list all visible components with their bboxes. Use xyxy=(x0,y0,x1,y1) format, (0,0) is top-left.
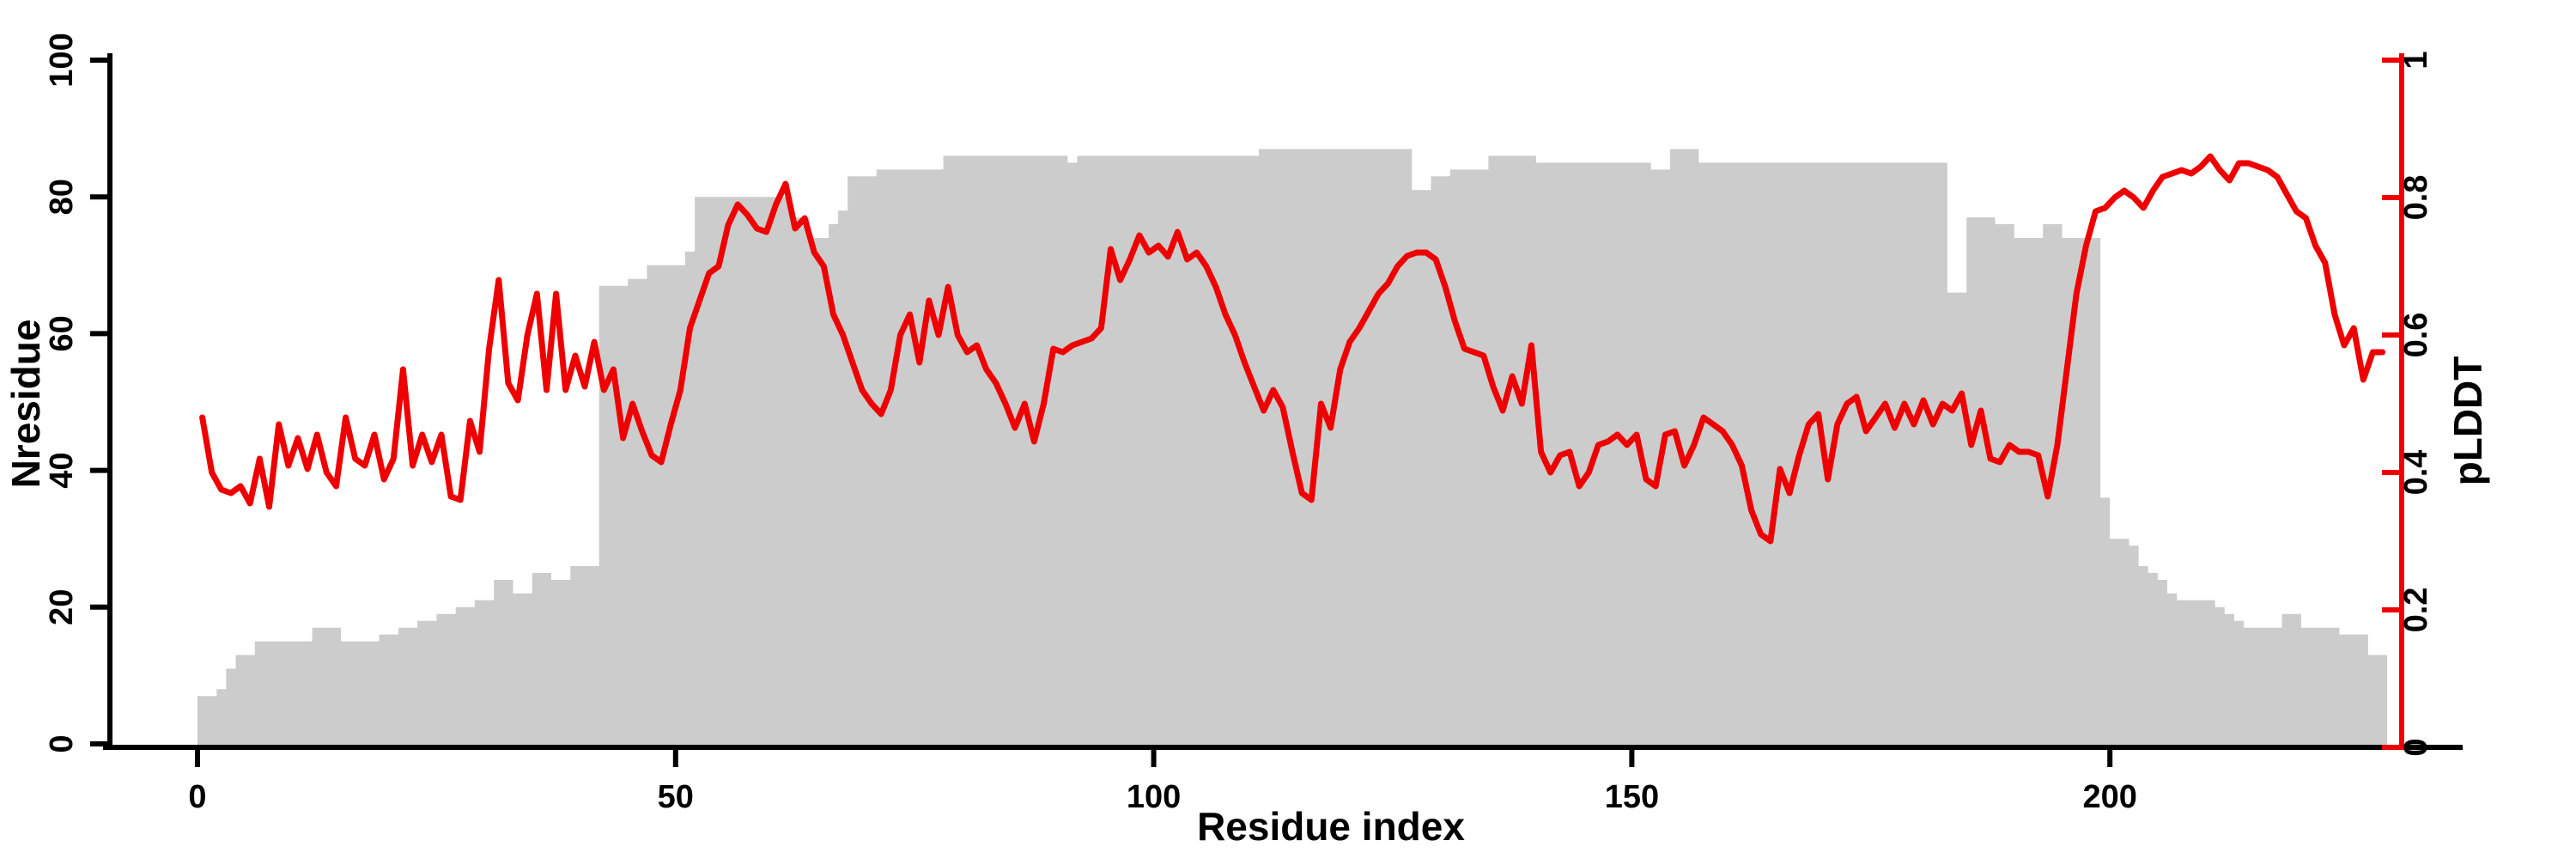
right-tick-label: 1 xyxy=(2398,51,2434,69)
left-tick-label: 20 xyxy=(44,589,80,625)
x-tick-label: 150 xyxy=(1605,779,1659,815)
right-tick-label: 0.6 xyxy=(2398,313,2434,358)
plddt-line xyxy=(199,153,2386,545)
x-axis-title: Residue index xyxy=(1197,804,1465,849)
right-tick-label: 0 xyxy=(2398,738,2434,756)
left-axis-title: Nresidue xyxy=(3,320,48,489)
plddt-line-series xyxy=(199,153,2386,545)
right-tick-label: 0.2 xyxy=(2398,588,2434,633)
right-tick-label: 0.4 xyxy=(2398,450,2434,496)
axes xyxy=(90,53,2463,767)
x-tick-label: 0 xyxy=(188,779,206,815)
left-tick-label: 60 xyxy=(44,315,80,351)
x-tick-label: 100 xyxy=(1127,779,1181,815)
x-tick-label: 50 xyxy=(658,779,694,815)
left-tick-label: 80 xyxy=(44,179,80,215)
x-tick-label: 200 xyxy=(2082,779,2136,815)
left-tick-label: 40 xyxy=(44,452,80,488)
axis-tick-labels: 0 20 40 60 80 100 0 50 100 150 200 0 0.2 0.4 0.6 0.8 1 xyxy=(44,33,2434,815)
right-axis-title: pLDDT xyxy=(2445,356,2490,486)
left-tick-label: 100 xyxy=(44,33,80,87)
right-tick-label: 0.8 xyxy=(2398,175,2434,221)
left-tick-label: 0 xyxy=(44,734,80,752)
